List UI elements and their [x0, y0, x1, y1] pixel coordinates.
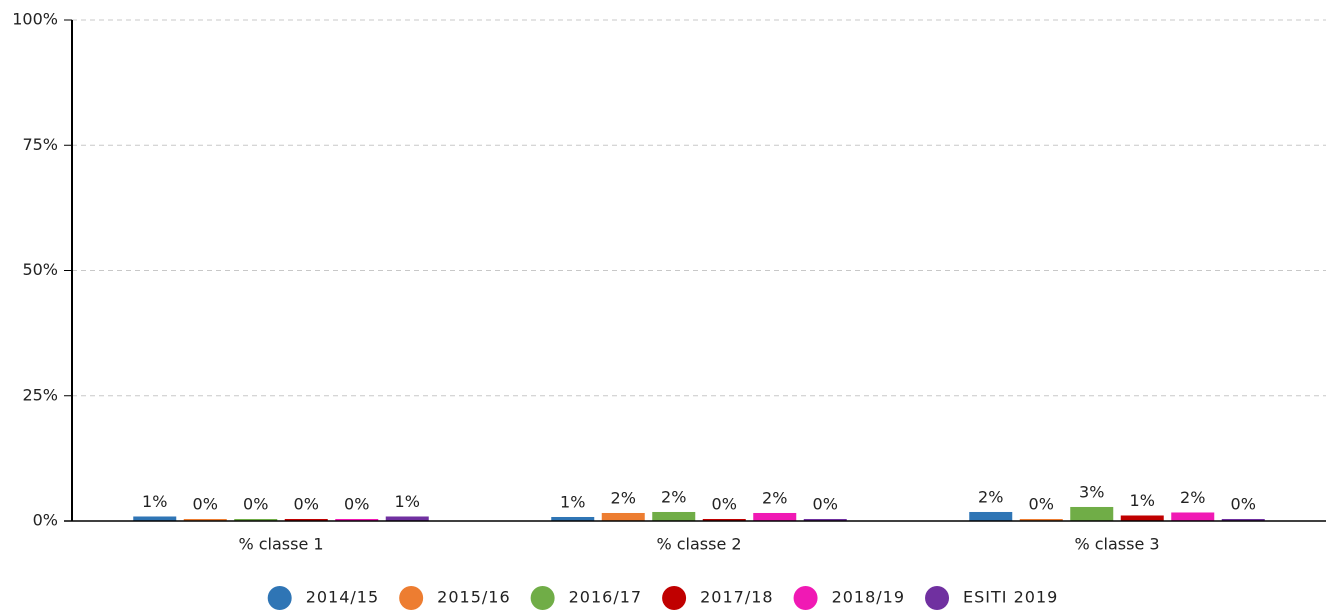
y-tick-label: 100%: [12, 10, 58, 29]
bar: [335, 518, 379, 521]
data-label: 1%: [142, 492, 167, 511]
data-label: 0%: [712, 494, 737, 513]
data-label: 0%: [344, 494, 369, 513]
data-label: 0%: [1231, 494, 1256, 513]
legend-marker: [925, 586, 950, 610]
bar: [1019, 518, 1063, 521]
bar: [1120, 515, 1164, 521]
x-tick-label: % classe 1: [238, 535, 323, 554]
data-label: 0%: [1029, 494, 1054, 513]
bar: [284, 518, 328, 521]
bar: [183, 518, 227, 521]
legend-label: 2015/16: [437, 588, 510, 607]
data-label: 2%: [611, 488, 636, 507]
y-tick-label: 50%: [22, 260, 58, 279]
data-label: 1%: [395, 492, 420, 511]
y-tick-label: 75%: [22, 135, 58, 154]
legend-label: 2014/15: [306, 588, 379, 607]
bar: [385, 516, 429, 521]
bar: [133, 516, 177, 521]
bar: [652, 511, 696, 521]
bar: [702, 518, 746, 521]
bar: [1171, 512, 1215, 521]
data-label: 0%: [193, 494, 218, 513]
legend-marker: [399, 586, 424, 610]
x-tick-label: % classe 3: [1074, 535, 1159, 554]
data-label: 0%: [243, 494, 268, 513]
bar: [969, 511, 1013, 521]
legend-label: 2016/17: [569, 588, 642, 607]
data-label: 2%: [978, 487, 1003, 506]
y-tick-label: 25%: [22, 385, 58, 404]
data-label: 1%: [560, 492, 585, 511]
y-tick-label: 0%: [33, 511, 58, 530]
legend-marker: [662, 586, 687, 610]
bar: [1070, 506, 1114, 521]
data-label: 2%: [1180, 488, 1205, 507]
bar: [753, 512, 797, 521]
data-label: 2%: [661, 487, 686, 506]
bar: [803, 518, 847, 521]
x-tick-label: % classe 2: [656, 535, 741, 554]
data-label: 2%: [762, 488, 787, 507]
data-label: 0%: [294, 494, 319, 513]
data-label: 1%: [1130, 491, 1155, 510]
legend-label: 2017/18: [700, 588, 773, 607]
bar: [551, 516, 595, 521]
legend-marker: [793, 586, 818, 610]
data-label: 3%: [1079, 482, 1104, 501]
data-label: 0%: [813, 494, 838, 513]
legend-marker: [267, 586, 292, 610]
bar: [601, 512, 645, 521]
legend-label: ESITI 2019: [963, 588, 1058, 607]
bar: [1221, 518, 1265, 521]
bar: [234, 518, 278, 521]
legend-marker: [530, 586, 555, 610]
legend-label: 2018/19: [832, 588, 905, 607]
